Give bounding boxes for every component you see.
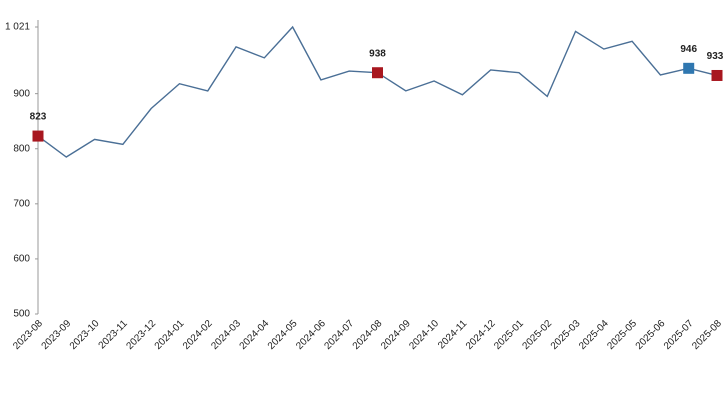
marker [32, 130, 44, 142]
x-tick-label: 2023-12 [124, 318, 158, 352]
x-tick-label: 2024-09 [379, 318, 413, 352]
line [37, 25, 718, 158]
y-tick-label: 500 [13, 309, 30, 320]
x-tick-label: 2024-04 [238, 318, 272, 352]
x-tick-label: 2025-01 [492, 318, 526, 352]
x-tick-label: 2023-08 [11, 318, 45, 352]
y-tick-label: 1 021 [5, 22, 30, 33]
x-tick-label: 2024-05 [266, 318, 300, 352]
marker [683, 62, 695, 74]
x-tick-label: 2025-07 [662, 318, 696, 352]
x-tick-label: 2024-01 [153, 318, 187, 352]
x-tick-label: 2024-11 [436, 318, 470, 352]
x-tick-label: 2023-09 [40, 318, 74, 352]
x-tick-label: 2024-07 [322, 318, 356, 352]
x-tick-label: 2025-02 [521, 318, 555, 352]
x-tick-label: 2024-12 [464, 318, 498, 352]
y-tick-label: 600 [13, 254, 30, 265]
y-tick-label: 800 [13, 143, 30, 154]
x-tick-label: 2023-10 [68, 318, 102, 352]
value-label: 946 [680, 44, 697, 55]
x-tick-label: 2025-06 [634, 318, 668, 352]
marker [372, 67, 383, 79]
x-tick-label: 2024-10 [407, 318, 441, 352]
x-tick-label: 2023-11 [97, 318, 131, 352]
x-tick-label: 2024-08 [351, 318, 385, 352]
value-label: 938 [369, 48, 386, 59]
x-tick-label: 2025-03 [549, 318, 583, 352]
value-label: 933 [707, 51, 724, 62]
y-tick-label: 700 [13, 198, 30, 209]
y-tick-label: 900 [13, 88, 30, 99]
x-tick-label: 2024-02 [181, 318, 215, 352]
x-tick-label: 2024-03 [209, 318, 243, 352]
x-tick-label: 2024-06 [294, 318, 328, 352]
x-tick-label: 2025-05 [605, 318, 639, 352]
value-label: 823 [30, 112, 47, 123]
x-tick-label: 2025-08 [690, 318, 724, 352]
x-tick-label: 2025-04 [577, 318, 611, 352]
marker [711, 69, 723, 81]
